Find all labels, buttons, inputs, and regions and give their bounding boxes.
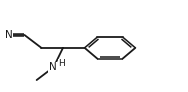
Text: H: H — [58, 59, 64, 68]
Text: N: N — [49, 62, 57, 72]
Text: N: N — [5, 30, 12, 40]
